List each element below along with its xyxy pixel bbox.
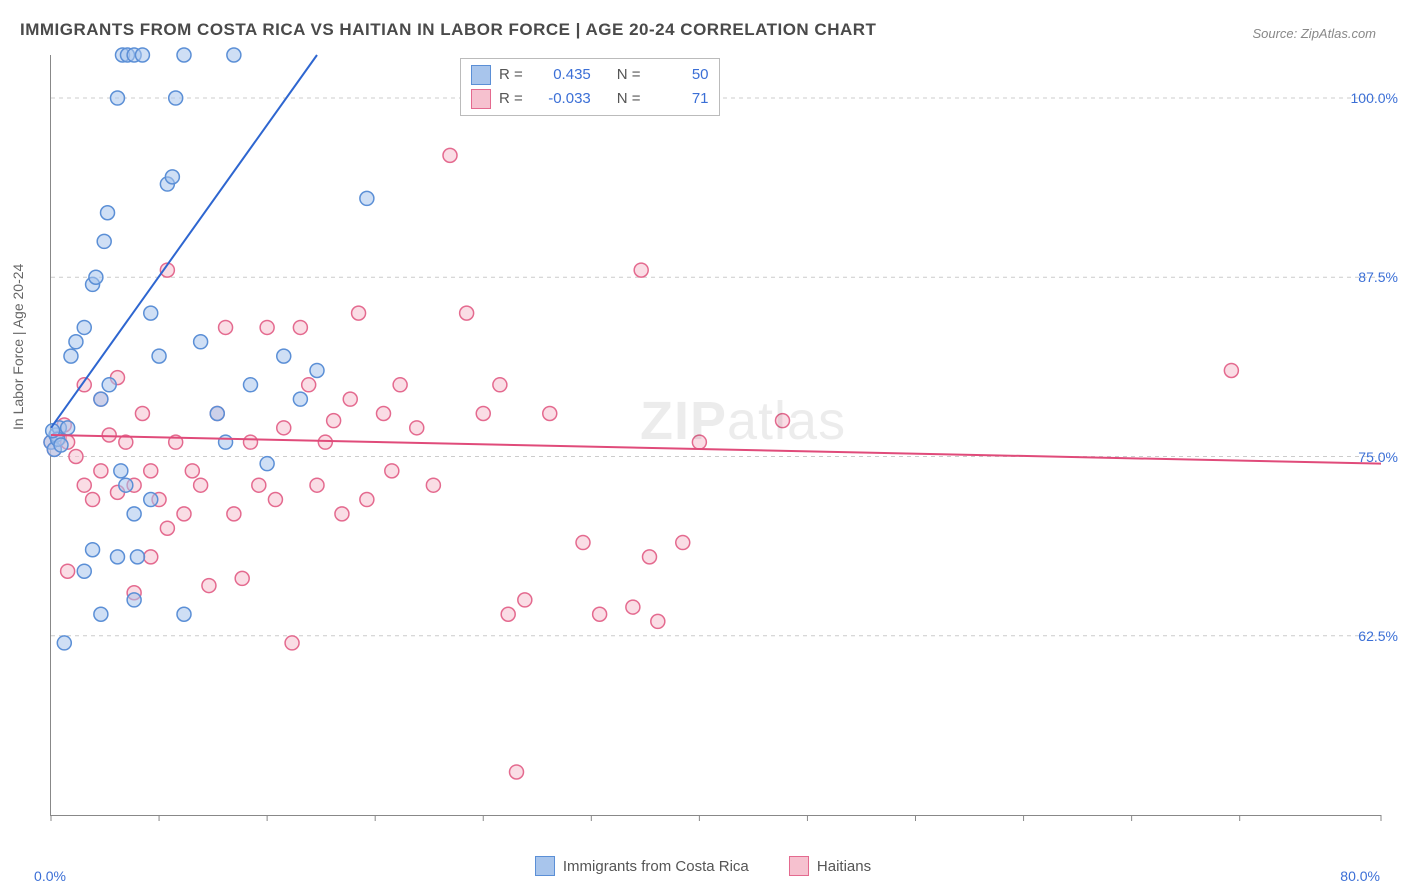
n-value-costa-rica: 50 [649, 63, 709, 87]
ytick-label: 62.5% [1358, 628, 1398, 644]
source-attribution: Source: ZipAtlas.com [1252, 26, 1376, 41]
legend-swatch-icon [471, 65, 491, 85]
legend-label: Immigrants from Costa Rica [563, 858, 749, 875]
xtick-label: 80.0% [1340, 868, 1380, 884]
n-label: N = [617, 63, 641, 87]
ytick-label: 75.0% [1358, 449, 1398, 465]
legend-swatch-icon [789, 856, 809, 876]
series-legend: Immigrants from Costa Rica Haitians [0, 856, 1406, 880]
legend-swatch-icon [535, 856, 555, 876]
n-value-haitians: 71 [649, 87, 709, 111]
n-label: N = [617, 87, 641, 111]
legend-row-haitians: R = -0.033 N = 71 [471, 87, 709, 111]
ytick-label: 87.5% [1358, 269, 1398, 285]
legend-swatch-icon [471, 89, 491, 109]
legend-row-costa-rica: R = 0.435 N = 50 [471, 63, 709, 87]
ytick-label: 100.0% [1351, 90, 1398, 106]
scatter-plot [50, 55, 1381, 816]
r-value-costa-rica: 0.435 [531, 63, 591, 87]
r-label: R = [499, 63, 523, 87]
y-axis-label: In Labor Force | Age 20-24 [10, 264, 26, 430]
legend-label: Haitians [817, 858, 871, 875]
legend-item-haitians: Haitians [789, 856, 871, 876]
r-label: R = [499, 87, 523, 111]
plot-svg [51, 55, 1381, 815]
legend-item-costa-rica: Immigrants from Costa Rica [535, 856, 749, 876]
r-value-haitians: -0.033 [531, 87, 591, 111]
correlation-legend: R = 0.435 N = 50 R = -0.033 N = 71 [460, 58, 720, 116]
xtick-label: 0.0% [34, 868, 66, 884]
chart-title: IMMIGRANTS FROM COSTA RICA VS HAITIAN IN… [20, 20, 876, 40]
